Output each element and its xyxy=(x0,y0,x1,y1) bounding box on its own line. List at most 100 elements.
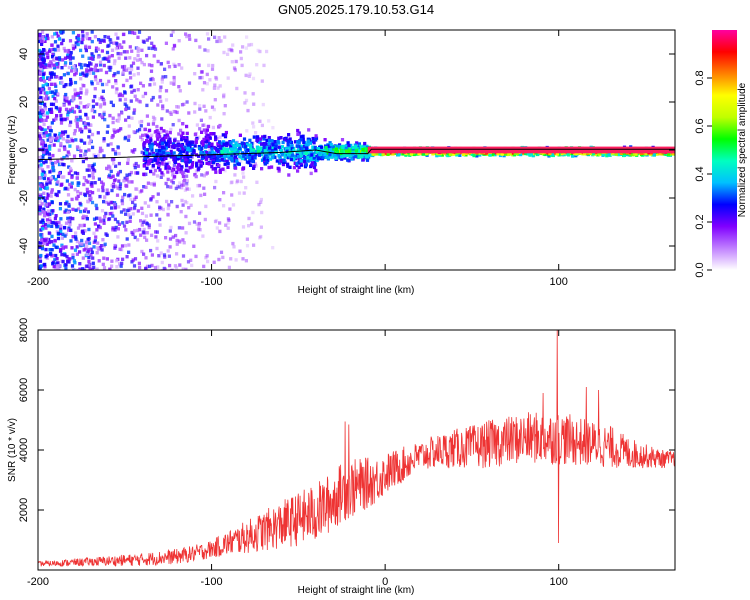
spectrogram-cell xyxy=(210,67,215,71)
spectrogram-cell xyxy=(43,91,47,95)
spectrogram-cell xyxy=(42,58,46,62)
spectrogram-cell xyxy=(285,147,289,151)
spectrogram-cell xyxy=(99,38,103,43)
spectrogram-cell xyxy=(166,249,170,253)
spectrogram-cell xyxy=(312,141,316,145)
spectrogram-cell xyxy=(306,153,310,157)
spectrogram-cell xyxy=(118,187,122,191)
spectrogram-cell xyxy=(50,224,54,228)
spectrogram-cell xyxy=(55,75,59,79)
spectrogram-cell xyxy=(281,160,286,165)
spectrogram-cell xyxy=(146,148,150,152)
spectrogram-cell xyxy=(43,102,47,107)
spectrogram-cell xyxy=(112,73,116,78)
spectrogram-cell xyxy=(193,101,197,106)
spectrogram-cell xyxy=(111,214,115,218)
colorbar-tick-label: 0.8 xyxy=(694,70,706,85)
spectrogram-cell xyxy=(39,238,44,242)
spectrogram-cell xyxy=(89,67,93,71)
spectrogram-cell xyxy=(52,118,56,122)
spectrogram-cell xyxy=(136,209,140,213)
spectrogram-cell xyxy=(194,169,198,173)
spectrogram-cell xyxy=(40,127,44,131)
spectrogram-cell xyxy=(176,165,180,169)
spectrogram-cell xyxy=(87,56,91,60)
spectrogram-cell xyxy=(100,209,105,213)
spectrogram-cell xyxy=(157,254,161,258)
spectrogram-cell xyxy=(261,135,265,139)
spectrogram-cell xyxy=(250,222,254,226)
spectrogram-cell xyxy=(160,171,164,175)
spectrogram-cell xyxy=(218,39,222,44)
spectrogram-cell xyxy=(226,221,230,225)
spectrogram-cell xyxy=(198,146,202,151)
spectrogram-cell xyxy=(173,175,177,179)
spectrogram-cell xyxy=(49,136,53,140)
spectrogram-cell xyxy=(122,179,126,183)
spectrogram-cell xyxy=(64,267,68,270)
spectrogram-cell xyxy=(84,240,89,244)
spectrogram-cell xyxy=(235,159,239,163)
spectrogram-cell xyxy=(43,128,47,132)
spectrogram-cell xyxy=(110,211,114,216)
spectrogram-cell xyxy=(153,47,158,51)
spectrogram-cell xyxy=(314,138,318,142)
spectrogram-cell xyxy=(425,151,429,156)
spectrogram-cell xyxy=(262,142,266,146)
spectrogram-cell xyxy=(112,185,116,189)
spectrogram-cell xyxy=(227,156,231,160)
spectrogram-cell xyxy=(39,220,43,224)
spectrogram-cell xyxy=(105,57,109,61)
spectrogram-cell xyxy=(249,42,254,47)
spectrogram-cell xyxy=(115,129,120,133)
spectrogram-cell xyxy=(80,230,85,234)
spectrogram-cell xyxy=(142,62,146,67)
spectrogram-cell xyxy=(262,145,266,150)
spectrogram-cell xyxy=(54,84,58,88)
spectrogram-cell xyxy=(160,161,164,165)
spectrogram-cell xyxy=(114,184,118,188)
spectrogram-cell xyxy=(44,130,48,135)
spectrogram-cell xyxy=(351,146,355,150)
spectrogram-cell xyxy=(52,72,56,76)
spectrogram-cell xyxy=(179,167,183,171)
spectrogram-cell xyxy=(306,142,310,147)
spectrogram-cell xyxy=(171,144,175,148)
spectrogram-cell xyxy=(91,176,95,180)
spectrogram-cell xyxy=(167,203,171,207)
spectrogram-cell xyxy=(145,238,149,242)
spectrogram-cell xyxy=(227,48,231,52)
spectrogram-cell xyxy=(88,37,92,41)
spectrogram-cell xyxy=(155,174,160,178)
spectrogram-cell xyxy=(139,219,143,223)
spectrogram-cell xyxy=(70,159,74,163)
spectrogram-cell xyxy=(331,146,336,150)
spectrogram-cell xyxy=(223,35,227,39)
spectrogram-cell xyxy=(251,121,255,125)
spectrogram-cell xyxy=(244,73,248,78)
spectrogram-cell xyxy=(202,128,206,132)
spectrogram-cell xyxy=(122,208,126,212)
spectrogram-cell xyxy=(76,171,80,176)
spectrogram-cell xyxy=(352,154,356,158)
spectrogram-cell xyxy=(48,77,52,82)
spectrogram-cell xyxy=(331,150,335,155)
spectrogram-cell xyxy=(38,241,42,245)
spectrogram-cell xyxy=(56,34,60,38)
spectrogram-cell xyxy=(138,57,142,62)
spectrogram-cell xyxy=(152,54,156,58)
spectrogram-cell xyxy=(102,137,106,141)
spectrogram-cell xyxy=(150,253,154,257)
spectrogram-cell xyxy=(115,259,119,263)
spectrogram-cell xyxy=(86,122,90,126)
spectrogram-cell xyxy=(417,152,421,156)
spectrogram-cell xyxy=(185,124,189,129)
spectrogram-cell xyxy=(287,173,291,177)
spectrogram-cell xyxy=(69,228,73,232)
spectrogram-cell xyxy=(80,242,84,246)
spectrogram-cell xyxy=(114,46,118,51)
spectrogram-cell xyxy=(292,156,296,161)
spectrogram-cell xyxy=(286,140,290,144)
spectrogram-cell xyxy=(136,228,140,233)
spectrogram-cell xyxy=(85,252,89,256)
